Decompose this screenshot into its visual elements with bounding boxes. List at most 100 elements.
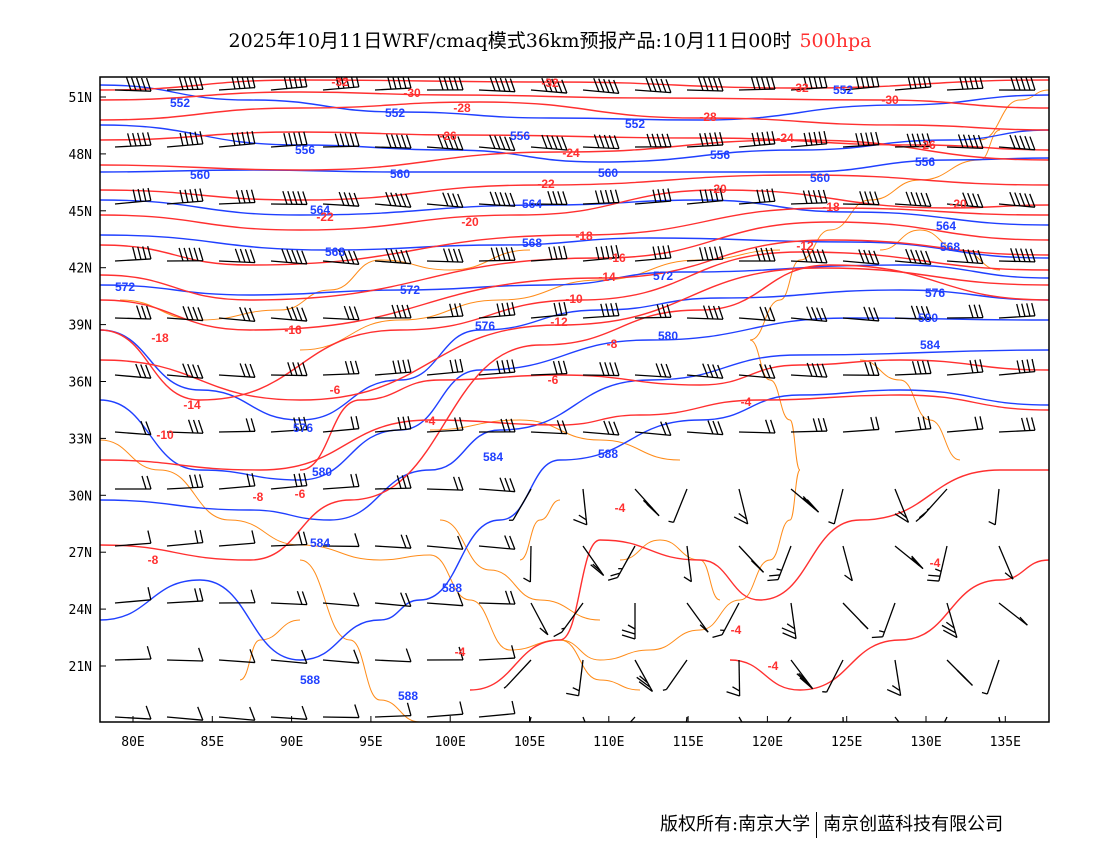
wind-barb (790, 417, 828, 433)
wind-barb (270, 416, 308, 433)
height-contour-label: 552 (170, 96, 190, 110)
temperature-contour-label: -12 (550, 315, 568, 329)
boundary-line (100, 129, 1001, 661)
wind-barb (946, 416, 984, 433)
height-contour-label: 564 (522, 197, 542, 211)
wind-barb (842, 191, 880, 206)
temperature-contour-label: -8 (148, 553, 159, 567)
wind-barb (530, 191, 568, 206)
wind-barb (270, 472, 308, 490)
temperature-contour--8 (100, 264, 1049, 561)
lat-tick-label: 45N (69, 205, 92, 220)
wind-barbs (114, 77, 1036, 722)
boundary-line (429, 419, 681, 461)
height-contour-label: 588 (398, 689, 418, 703)
height-contour-label: 584 (483, 450, 503, 464)
wind-barb (634, 488, 660, 517)
wind-barb (322, 473, 360, 490)
wind-barb (946, 248, 984, 265)
height-contour-label: 576 (475, 319, 495, 333)
wind-barb (166, 474, 204, 490)
height-contour-label: 580 (918, 311, 938, 325)
lat-tick-label: 42N (69, 262, 92, 277)
wind-barb (733, 488, 749, 525)
wind-barb (218, 530, 256, 547)
wind-barb (634, 659, 654, 693)
temperature-contour--22 (100, 174, 1049, 201)
wind-barb (478, 645, 516, 661)
wind-barb (662, 659, 688, 691)
wind-barb (218, 130, 256, 148)
boundary-line (519, 499, 561, 561)
wind-barb (322, 249, 360, 266)
wind-barb (218, 248, 256, 264)
wind-barb (530, 134, 568, 151)
height-contour-label: 588 (300, 673, 320, 687)
wind-barb (712, 602, 740, 638)
wind-barb (946, 192, 984, 208)
wind-barb (582, 77, 620, 95)
wind-barb (374, 592, 412, 608)
wind-barb (374, 191, 412, 208)
wind-barb (530, 602, 549, 636)
wind-barb (998, 191, 1036, 208)
wind-barb (218, 706, 256, 721)
wind-barb (322, 191, 360, 207)
height-contour-label: 564 (936, 219, 956, 233)
wind-barb (781, 602, 797, 640)
wind-barb (607, 545, 636, 581)
wind-barb (790, 488, 820, 513)
wind-barb (374, 416, 412, 433)
wind-barb (634, 363, 672, 378)
wind-barb (114, 363, 152, 379)
wind-barb (738, 131, 776, 148)
boundary-line (239, 619, 301, 681)
wind-barb (426, 646, 464, 661)
height-contour-label: 560 (190, 168, 210, 182)
temperature-contour-label: -18 (151, 331, 169, 345)
wind-barb (894, 488, 910, 523)
wind-barb (530, 301, 568, 319)
height-contour-label: 552 (625, 117, 645, 131)
wind-barb (582, 244, 620, 262)
temperature-contour--18 (100, 207, 1049, 266)
height-contour-584 (100, 349, 1049, 521)
wind-barb (218, 589, 256, 604)
height-contour-label: 556 (915, 155, 935, 169)
height-contour-label: 584 (310, 536, 330, 550)
temperature-contour-label: -18 (822, 200, 840, 214)
wind-barb (894, 77, 932, 91)
wind-barb (503, 659, 532, 689)
wind-barb (166, 188, 204, 205)
wind-barb (726, 659, 741, 697)
wind-barb (508, 488, 532, 521)
temperature-contour-label: -4 (455, 645, 466, 659)
wind-barb (218, 473, 256, 490)
wind-barb (790, 248, 828, 264)
wind-barb (218, 189, 256, 205)
wind-barb (686, 132, 724, 148)
wind-barb (322, 649, 360, 664)
wind-barb (374, 248, 412, 265)
wind-barb (738, 188, 776, 205)
wind-barb (426, 192, 464, 208)
title-text: 2025年10月11日WRF/cmaq模式36km预报产品:10月11日00时 (228, 30, 792, 52)
wind-barb (634, 304, 672, 319)
wind-barb (322, 415, 360, 433)
wind-barb (582, 545, 605, 576)
wind-barb (530, 245, 568, 262)
temperature-contour-label: -4 (731, 623, 742, 637)
wind-barb (478, 302, 516, 319)
wind-barb (842, 545, 853, 582)
wind-barb (218, 649, 256, 664)
temperature-contour-label: -24 (776, 131, 794, 145)
wind-barb (998, 302, 1036, 319)
height-contour-label: 572 (653, 269, 673, 283)
wind-barb (634, 133, 672, 148)
wind-barb (738, 306, 776, 322)
temperature-contour-label: -4 (768, 659, 779, 673)
wind-barb (530, 360, 568, 376)
wind-barb (998, 358, 1036, 376)
wind-barb (270, 306, 308, 322)
wind-barb (426, 476, 464, 491)
